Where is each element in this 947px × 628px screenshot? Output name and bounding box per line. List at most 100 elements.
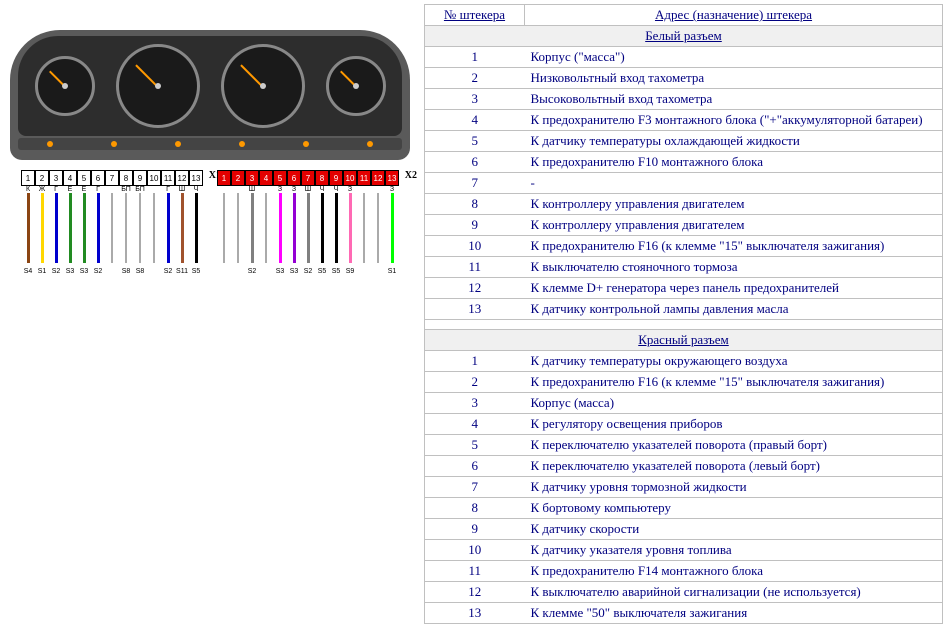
pin-box: 11 [161,170,175,186]
pin-number: 10 [425,540,525,561]
table-row: 12К выключателю аварийной сигнализации (… [425,582,943,603]
table-row: 3Высоковольтный вход тахометра [425,89,943,110]
pin-desc: Корпус ("масса") [525,47,943,68]
gauge-temp [35,56,95,116]
connector-x2: 12345678910111213ШЗЗШЧЧЗЗS2S3S3S2S5S5S9S… [217,170,399,263]
table-row: 11К выключателю стояночного тормоза [425,257,943,278]
pin-box: 7 [105,170,119,186]
table-row: 11К предохранителю F14 монтажного блока [425,561,943,582]
pin-desc: Высоковольтный вход тахометра [525,89,943,110]
pin-number: 10 [425,236,525,257]
pin-desc: К датчику указателя уровня топлива [525,540,943,561]
pin-desc: К клемме D+ генератора через панель пред… [525,278,943,299]
pin-number: 8 [425,498,525,519]
pin-box: 6 [287,170,301,186]
pin-box: 5 [273,170,287,186]
pin-number: 6 [425,152,525,173]
pin-desc: К датчику температуры окружающего воздух… [525,351,943,372]
pin-desc: К предохранителю F3 монтажного блока ("+… [525,110,943,131]
pin-box: 11 [357,170,371,186]
pin-number: 7 [425,173,525,194]
pin-desc: К контроллеру управления двигателем [525,215,943,236]
table-row: 13К клемме "50" выключателя зажигания [425,603,943,624]
table-row: 13К датчику контрольной лампы давления м… [425,299,943,320]
pinout-table: № штекера Адрес (назначение) штекера Бел… [424,4,943,624]
pin-box: 8 [315,170,329,186]
pin-number: 6 [425,456,525,477]
pin-box: 13 [385,170,399,186]
col-header-desc: Адрес (назначение) штекера [525,5,943,26]
pin-box: 6 [91,170,105,186]
table-row: 10К датчику указателя уровня топлива [425,540,943,561]
table-row: 6К предохранителю F10 монтажного блока [425,152,943,173]
pin-box: 4 [259,170,273,186]
pin-desc: - [525,173,943,194]
pin-number: 4 [425,110,525,131]
pin-number: 2 [425,372,525,393]
table-row: 12К клемме D+ генератора через панель пр… [425,278,943,299]
table-row: 8К контроллеру управления двигателем [425,194,943,215]
pin-box: 9 [329,170,343,186]
table-row: 10К предохранителю F16 (к клемме "15" вы… [425,236,943,257]
table-row: 2К предохранителю F16 (к клемме "15" вык… [425,372,943,393]
pin-number: 5 [425,435,525,456]
table-row: 4К предохранителю F3 монтажного блока ("… [425,110,943,131]
pin-desc: К предохранителю F16 (к клемме "15" выкл… [525,372,943,393]
pin-desc: Низковольтный вход тахометра [525,68,943,89]
pin-desc: К регулятору освещения приборов [525,414,943,435]
pin-number: 3 [425,393,525,414]
table-row: 9К контроллеру управления двигателем [425,215,943,236]
pin-box: 12 [175,170,189,186]
pin-box: 5 [77,170,91,186]
pin-desc: К бортовому компьютеру [525,498,943,519]
connector-x1: 12345678910111213КЖГЕЕГБПБПГШЧS4S1S2S3S3… [21,170,203,263]
pin-number: 5 [425,131,525,152]
pin-number: 12 [425,582,525,603]
pin-number: 2 [425,68,525,89]
pin-box: 4 [63,170,77,186]
pin-desc: К клемме "50" выключателя зажигания [525,603,943,624]
pin-number: 12 [425,278,525,299]
pin-number: 1 [425,47,525,68]
pin-number: 7 [425,477,525,498]
table-row: 1Корпус ("масса") [425,47,943,68]
pin-box: 3 [245,170,259,186]
table-row: 5К датчику температуры охлаждающей жидко… [425,131,943,152]
connectors-row: 12345678910111213КЖГЕЕГБПБПГШЧS4S1S2S3S3… [4,170,416,263]
table-panel: № штекера Адрес (назначение) штекера Бел… [420,0,947,628]
pin-box: 3 [49,170,63,186]
pin-desc: К выключателю аварийной сигнализации (не… [525,582,943,603]
pin-box: 7 [301,170,315,186]
pin-box: 12 [371,170,385,186]
indicator-bar [18,138,402,150]
pin-desc: К датчику температуры охлаждающей жидкос… [525,131,943,152]
pin-box: 13 [189,170,203,186]
pin-box: 1 [21,170,35,186]
gauge-tachometer [116,44,200,128]
pin-box: 10 [343,170,357,186]
table-row: 4К регулятору освещения приборов [425,414,943,435]
pin-desc: К контроллеру управления двигателем [525,194,943,215]
table-row: 7- [425,173,943,194]
pin-desc: К переключателю указателей поворота (пра… [525,435,943,456]
table-row: 8К бортовому компьютеру [425,498,943,519]
gauges-row [18,36,402,136]
pin-desc: К переключателю указателей поворота (лев… [525,456,943,477]
table-row: 3Корпус (масса) [425,393,943,414]
pin-number: 11 [425,561,525,582]
instrument-cluster [10,30,410,160]
diagram-panel: 12345678910111213КЖГЕЕГБПБПГШЧS4S1S2S3S3… [0,0,420,628]
pin-number: 4 [425,414,525,435]
gauge-fuel [326,56,386,116]
pin-box: 2 [231,170,245,186]
col-header-num: № штекера [425,5,525,26]
pin-box: 1 [217,170,231,186]
pin-number: 8 [425,194,525,215]
pin-box: 10 [147,170,161,186]
pin-desc: К выключателю стояночного тормоза [525,257,943,278]
pin-number: 13 [425,603,525,624]
pin-desc: К предохранителю F14 монтажного блока [525,561,943,582]
pin-box: 9 [133,170,147,186]
pin-number: 13 [425,299,525,320]
table-row: 2Низковольтный вход тахометра [425,68,943,89]
